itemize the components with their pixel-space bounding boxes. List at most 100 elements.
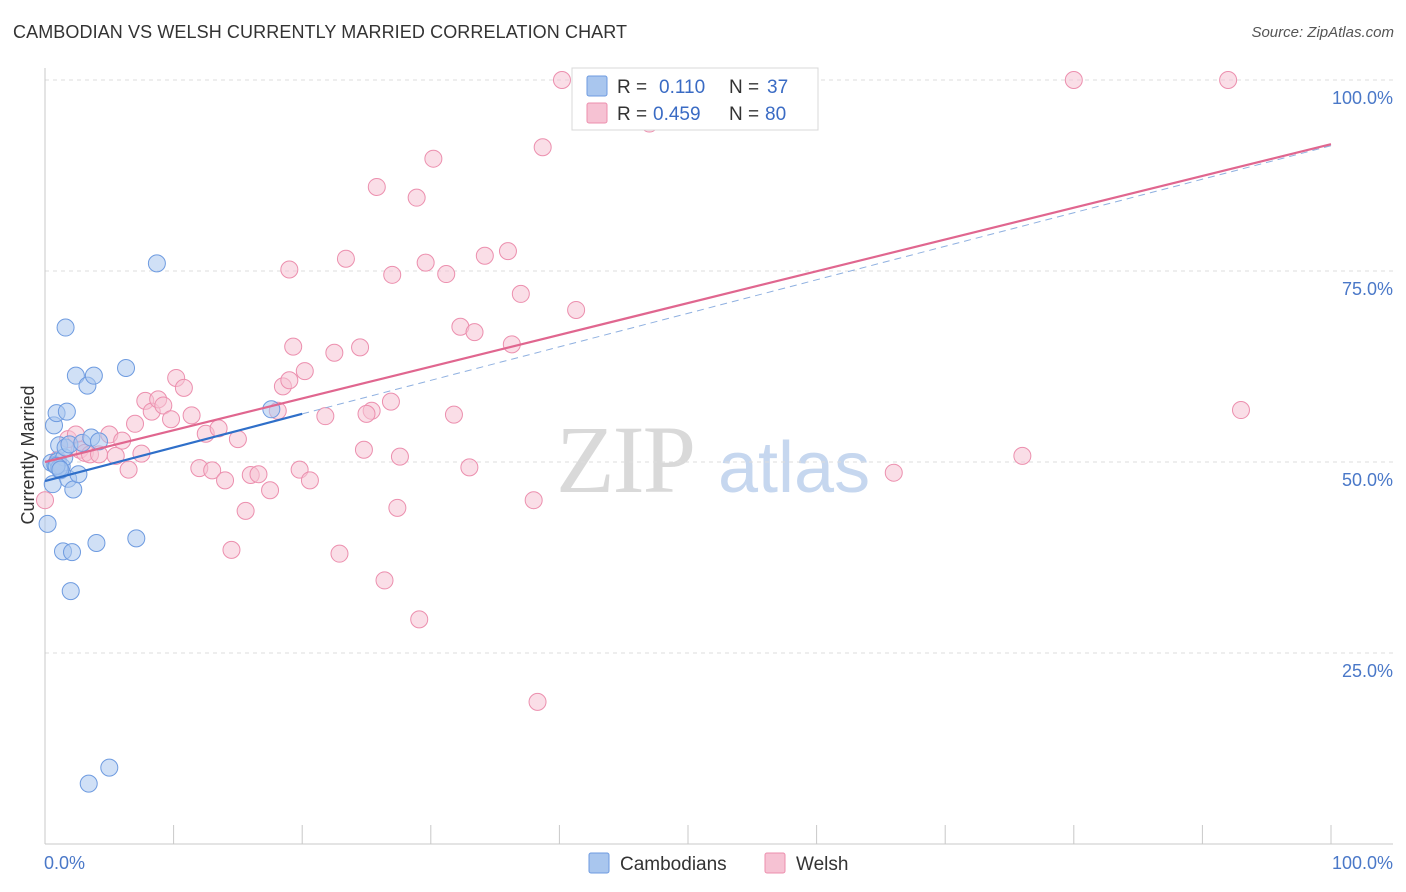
welsh-point <box>475 246 494 265</box>
welsh-point <box>106 446 125 465</box>
x-tick-label-min: 0.0% <box>44 853 85 873</box>
welsh-point <box>354 440 373 459</box>
welsh-point <box>126 414 145 433</box>
cambodian-point <box>90 432 109 451</box>
welsh-point <box>465 323 484 342</box>
cambodian-point <box>87 533 106 552</box>
y-tick-label: 50.0% <box>1342 470 1393 490</box>
stats-legend-box <box>571 67 819 131</box>
welsh-point <box>280 260 299 279</box>
welsh-point <box>119 460 138 479</box>
legend-n-value-2: 80 <box>765 104 786 125</box>
cambodian-point <box>262 400 281 419</box>
welsh-point <box>444 405 463 424</box>
legend-n-value-1: 37 <box>767 77 788 98</box>
welsh-point <box>351 338 370 357</box>
cambodian-point <box>61 582 80 601</box>
welsh-point <box>336 249 355 268</box>
legend-r-value-1: 0.110 <box>659 77 705 98</box>
welsh-point <box>261 481 280 500</box>
welsh-point <box>410 610 429 629</box>
axes <box>44 68 1393 845</box>
cambodian-trend-extension <box>302 145 1332 415</box>
watermark-atlas: atlas <box>718 428 870 508</box>
trend-lines <box>44 143 1332 483</box>
bottom-legend-swatch-welsh <box>764 852 786 874</box>
legend-r-label-2: R = <box>617 104 647 125</box>
y-tick-label: 100.0% <box>1332 88 1393 108</box>
welsh-point <box>357 404 376 423</box>
bottom-legend-swatch-cambodians <box>588 852 610 874</box>
welsh-point <box>552 71 571 89</box>
gridlines <box>45 79 1393 654</box>
welsh-point <box>884 463 903 482</box>
cambodian-point <box>117 359 136 378</box>
cambodian-point <box>56 318 75 337</box>
welsh-point <box>154 396 173 415</box>
series-legend: Cambodians Welsh <box>588 852 848 875</box>
welsh-point <box>236 501 255 520</box>
welsh-point <box>533 138 552 157</box>
welsh-point <box>511 284 530 303</box>
legend-swatch-welsh <box>586 102 608 124</box>
cambodian-point <box>79 774 98 793</box>
welsh-point <box>367 177 386 196</box>
welsh-point <box>316 407 335 426</box>
welsh-point <box>162 410 181 429</box>
x-tick-label-max: 100.0% <box>1332 853 1393 873</box>
welsh-point <box>295 362 314 381</box>
chart-source: Source: ZipAtlas.com <box>1251 24 1394 41</box>
cambodian-point <box>66 366 85 385</box>
cambodian-trend-line <box>44 412 303 483</box>
cambodian-point <box>127 529 146 548</box>
welsh-point <box>498 242 517 261</box>
cambodian-point <box>147 254 166 273</box>
welsh-point <box>407 188 426 207</box>
bottom-legend-welsh: Welsh <box>796 854 848 875</box>
bottom-legend-cambodians: Cambodians <box>620 854 727 875</box>
y-tick-label: 25.0% <box>1342 661 1393 681</box>
welsh-point <box>390 447 409 466</box>
welsh-point <box>1064 71 1083 89</box>
welsh-point <box>36 491 54 510</box>
welsh-point <box>203 461 222 480</box>
welsh-point <box>383 265 402 284</box>
welsh-point <box>280 371 299 390</box>
welsh-point <box>567 300 586 319</box>
cambodian-point <box>64 480 83 499</box>
cambodian-point <box>57 402 76 421</box>
cambodian-point <box>84 366 103 385</box>
welsh-point <box>300 471 319 490</box>
welsh-point <box>1013 446 1032 465</box>
welsh-point <box>528 692 547 711</box>
cambodians-series <box>38 254 281 793</box>
legend-n-label-1: N = <box>729 77 759 98</box>
welsh-point <box>375 571 394 590</box>
welsh-point <box>1231 401 1250 420</box>
legend-swatch-cambodians <box>586 75 608 97</box>
welsh-point <box>325 343 344 362</box>
watermark-zip: ZIP <box>556 406 694 513</box>
welsh-point <box>416 253 435 272</box>
cambodian-point <box>38 514 57 533</box>
welsh-trend-line <box>44 143 1332 464</box>
y-tick-labels: 25.0% 50.0% 75.0% 100.0% <box>1332 88 1393 681</box>
welsh-point <box>460 458 479 477</box>
cambodian-point <box>63 543 82 562</box>
welsh-point <box>381 392 400 411</box>
welsh-point <box>222 540 241 559</box>
welsh-point <box>388 498 407 517</box>
welsh-point <box>249 465 268 484</box>
welsh-point <box>284 337 303 356</box>
y-tick-label: 75.0% <box>1342 279 1393 299</box>
cambodian-point <box>100 758 119 777</box>
welsh-point <box>424 149 443 168</box>
stats-legend: R = 0.110 N = 37 R = 0.459 N = 80 <box>571 67 819 131</box>
legend-r-value-2: 0.459 <box>653 104 701 125</box>
welsh-point <box>182 406 201 425</box>
welsh-point <box>437 265 456 284</box>
y-axis-label: Currently Married <box>18 385 38 524</box>
legend-r-label-1: R = <box>617 77 647 98</box>
welsh-point <box>1219 71 1238 89</box>
